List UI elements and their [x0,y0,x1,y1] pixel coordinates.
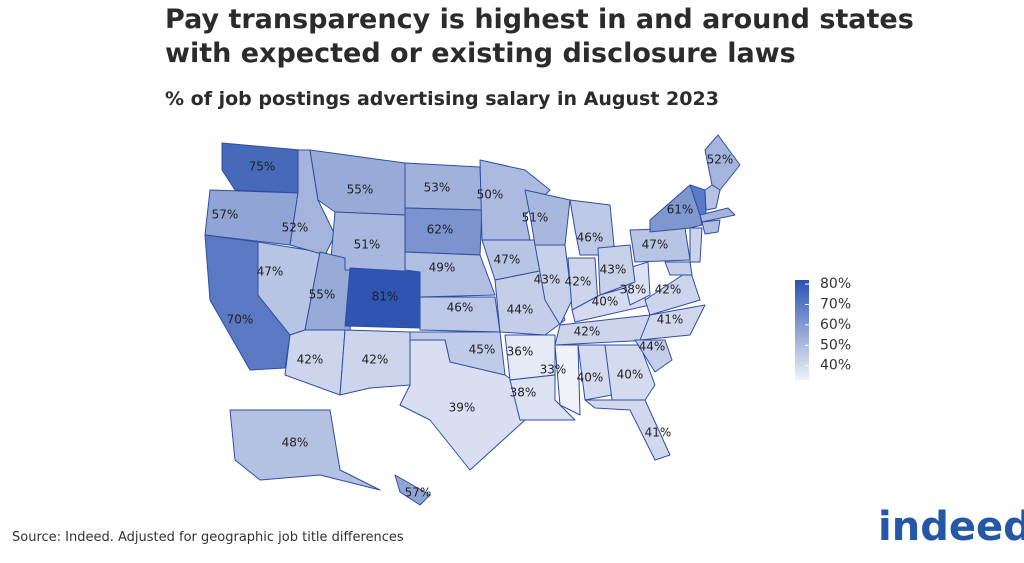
value-label: 61% [667,203,694,217]
state-shape [699,207,736,223]
value-label: 53% [424,181,451,195]
state-shape [664,261,693,276]
value-label: 57% [212,208,239,222]
value-label: 50% [477,188,504,202]
value-label: 51% [522,211,549,225]
state [639,304,706,341]
state [584,399,671,461]
state [284,329,346,396]
map [204,134,741,506]
value-label: 38% [620,283,647,297]
value-label: 40% [592,295,619,309]
colorbar [795,280,809,380]
colorbar-label: 60% [820,317,851,333]
value-label: 48% [282,436,309,450]
value-label: 46% [577,231,604,245]
colorbar-label: 40% [820,358,851,374]
value-label: 49% [429,261,456,275]
value-label: 42% [297,353,324,367]
value-label: 55% [347,183,374,197]
value-label: 42% [574,325,601,339]
state [394,474,431,506]
state [644,269,701,316]
value-label: 47% [494,253,521,267]
state-shape [701,219,721,235]
state [604,344,656,401]
colorbar-label: 70% [820,296,851,312]
value-label: 62% [427,223,454,237]
value-label: 42% [655,283,682,297]
value-label: 47% [642,238,669,252]
value-label: 41% [657,313,684,327]
state [554,344,581,416]
value-label: 42% [565,275,592,289]
state [339,329,411,396]
subtitle: % of job postings advertising salary in … [165,88,719,110]
value-label: 46% [447,301,474,315]
state [569,199,616,256]
title-line: with expected or existing disclosure law… [165,38,796,69]
state [704,134,741,191]
state [229,409,381,491]
value-label: 42% [362,353,389,367]
value-label: 75% [249,160,276,174]
value-label: 43% [600,263,627,277]
unlabeled-states [664,184,736,276]
value-label: 57% [405,486,432,500]
value-label: 70% [227,313,254,327]
value-label: 44% [507,303,534,317]
value-label: 51% [354,238,381,252]
colorbar-label: 50% [820,337,851,353]
state [634,339,673,373]
source: Source: Indeed. Adjusted for geographic … [12,530,404,545]
value-label: 41% [645,426,672,440]
value-label: 43% [534,273,561,287]
value-label: 39% [449,401,476,415]
logo: indeed [878,504,1024,550]
title-line: Pay transparency is highest in and aroun… [165,4,914,35]
value-label: 33% [540,363,567,377]
colorbar-label: 80% [820,276,851,292]
value-label: 36% [507,345,534,359]
value-label: 44% [639,340,666,354]
value-label: 40% [617,368,644,382]
state-shape [704,184,721,211]
value-label: 52% [707,153,734,167]
value-label: 40% [577,371,604,385]
state-shape [689,227,703,263]
value-label: 81% [372,290,399,304]
value-label: 47% [257,265,284,279]
state [534,244,573,326]
state [597,244,636,296]
state [509,374,576,421]
value-label: 55% [309,288,336,302]
value-label: 52% [282,221,309,235]
value-label: 45% [469,343,496,357]
value-label: 38% [510,386,537,400]
